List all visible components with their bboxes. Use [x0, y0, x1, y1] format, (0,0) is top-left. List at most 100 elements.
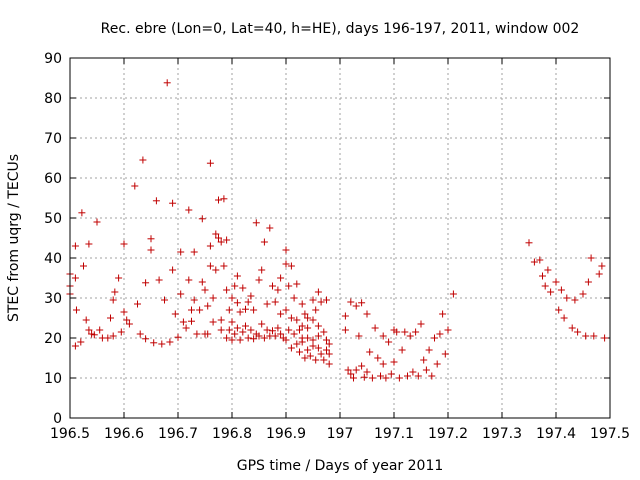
data-point [223, 286, 231, 294]
data-point [282, 306, 290, 314]
data-point [304, 324, 312, 332]
x-tick-label: 196.6 [104, 426, 144, 442]
data-point [309, 316, 317, 324]
data-point [269, 282, 276, 290]
y-tick-label: 50 [44, 211, 62, 227]
data-point [323, 346, 330, 354]
data-point [139, 156, 147, 164]
data-point [244, 334, 252, 342]
x-tick-label: 196.7 [158, 426, 198, 442]
data-point [271, 298, 279, 306]
data-point [263, 326, 271, 334]
data-point [347, 370, 355, 378]
x-tick-label: 197.2 [428, 426, 468, 442]
data-point [444, 326, 452, 334]
y-axis-label: STEC from uqrg / TECUs [6, 154, 22, 322]
data-point [236, 308, 244, 316]
data-point [250, 335, 258, 343]
data-point [147, 246, 155, 254]
data-point [341, 326, 349, 334]
data-point [552, 278, 560, 286]
data-point [174, 333, 182, 341]
data-point [117, 328, 125, 336]
data-point [314, 322, 322, 330]
y-tick-label: 80 [44, 91, 62, 107]
data-point [363, 310, 371, 318]
data-point [263, 300, 271, 308]
data-point [563, 294, 571, 302]
data-point [404, 372, 411, 380]
data-point [312, 356, 320, 364]
data-point [71, 242, 79, 250]
data-point [296, 348, 303, 356]
data-point [111, 288, 119, 296]
data-point [104, 334, 112, 342]
data-point [366, 348, 374, 356]
data-point [217, 326, 225, 334]
y-tick-label: 70 [44, 131, 62, 147]
data-point [323, 336, 330, 344]
data-point [115, 274, 123, 282]
data-point [350, 374, 357, 382]
data-point [77, 338, 85, 346]
data-point [78, 209, 86, 217]
data-point [582, 332, 590, 340]
data-point [225, 306, 233, 314]
data-point [182, 324, 190, 332]
data-point [185, 206, 193, 214]
data-point [304, 334, 312, 342]
x-tick-label: 197.5 [590, 426, 630, 442]
data-point [358, 362, 366, 370]
data-point [325, 350, 333, 358]
data-point [317, 350, 325, 358]
data-point [233, 272, 241, 280]
data-point [161, 296, 168, 304]
data-point [215, 196, 222, 204]
data-point [436, 330, 444, 338]
data-point [72, 306, 80, 314]
data-point [247, 326, 255, 334]
data-point [568, 324, 576, 332]
data-point [539, 272, 546, 280]
data-point [260, 238, 268, 246]
data-point [209, 318, 217, 326]
data-point [201, 286, 209, 294]
data-point [209, 294, 217, 302]
data-point [150, 339, 158, 347]
data-point [304, 314, 312, 322]
data-point [306, 352, 314, 360]
data-point [96, 326, 104, 334]
data-point [414, 372, 422, 380]
data-point [371, 324, 379, 332]
data-point [574, 328, 582, 336]
x-tick-label: 197 [327, 426, 354, 442]
x-tick-label: 196.8 [212, 426, 252, 442]
axis-ticks: 196.5 196.6 196.7 196.8 196.9 197 197.1 197.2 19… [44, 51, 630, 442]
y-tick-label: 60 [44, 171, 62, 187]
data-point [274, 324, 282, 332]
data-point [320, 328, 328, 336]
data-point [71, 274, 79, 282]
data-point [409, 368, 417, 376]
data-point [220, 195, 228, 203]
data-point [296, 326, 303, 334]
data-point [425, 346, 433, 354]
data-point [169, 199, 177, 207]
data-point [107, 314, 114, 322]
data-point [377, 372, 384, 380]
data-point [212, 230, 220, 238]
y-tick-label: 30 [44, 291, 62, 307]
data-point [298, 322, 306, 330]
data-point [379, 332, 387, 340]
x-tick-label: 197.3 [482, 426, 522, 442]
data-point [309, 296, 317, 304]
data-point [244, 298, 252, 306]
data-point [82, 316, 90, 324]
data-point [387, 370, 395, 378]
data-point [285, 326, 293, 334]
y-tick-label: 40 [44, 251, 62, 267]
data-point [323, 296, 330, 304]
data-point [220, 262, 228, 270]
data-point [287, 262, 295, 270]
data-point [277, 274, 285, 282]
